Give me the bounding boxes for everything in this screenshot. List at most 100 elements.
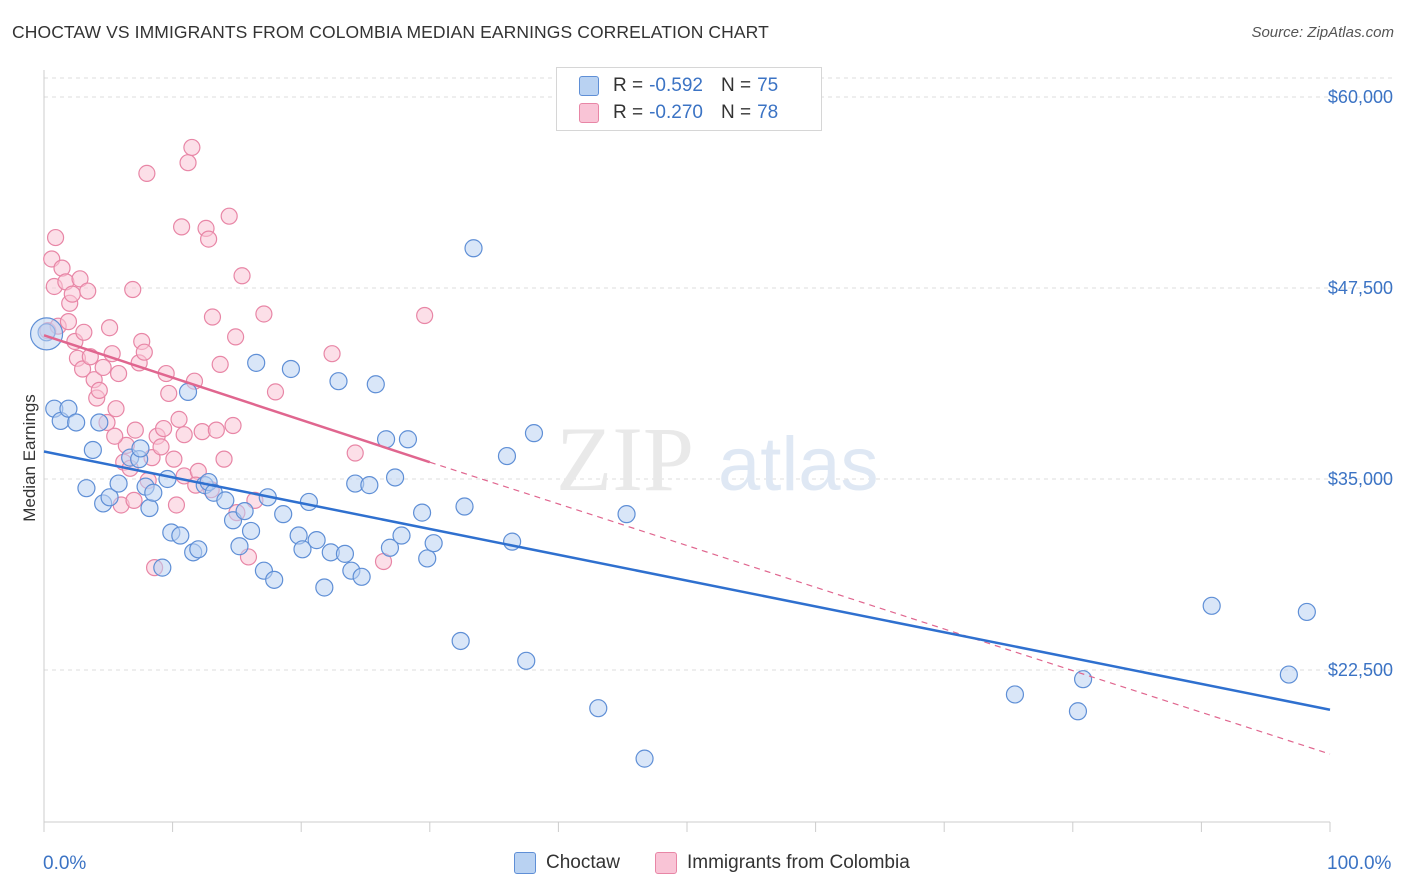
stats-legend: R = -0.592 N = 75 R = -0.270 N = 78 xyxy=(556,67,822,131)
watermark: ZIP atlas xyxy=(556,408,879,510)
axes xyxy=(43,70,1331,832)
choctaw-point xyxy=(281,359,301,379)
choctaw-point xyxy=(1297,602,1316,622)
colombia-points xyxy=(39,138,434,577)
legend-r-label: R = xyxy=(613,75,644,96)
choctaw-point xyxy=(418,549,437,568)
colombia-point xyxy=(46,228,65,247)
choctaw-point xyxy=(360,476,379,495)
colombia-point xyxy=(152,438,170,456)
choctaw-point xyxy=(392,526,411,545)
choctaw-point xyxy=(412,503,432,522)
legend-item-colombia: Immigrants from Colombia xyxy=(655,852,910,874)
choctaw-point xyxy=(140,498,159,518)
legend-swatch-colombia xyxy=(655,852,677,874)
legend-row-colombia: R = -0.270 N = 78 xyxy=(579,100,778,126)
colombia-point xyxy=(203,308,222,326)
y-axis-label: Median Earnings xyxy=(20,394,39,522)
colombia-point xyxy=(255,305,273,323)
choctaw-point xyxy=(1005,685,1025,704)
choctaw-point xyxy=(497,446,517,466)
colombia-point xyxy=(63,285,81,303)
colombia-point xyxy=(90,381,108,399)
choctaw-point xyxy=(90,413,109,432)
choctaw-point xyxy=(83,440,102,460)
colombia-point xyxy=(207,421,225,439)
choctaw-point xyxy=(299,492,319,512)
colombia-point xyxy=(73,360,92,378)
colombia-trend-extension xyxy=(429,461,1331,755)
choctaw-point xyxy=(230,537,249,556)
legend-n-label: N = xyxy=(720,102,752,123)
colombia-point xyxy=(193,423,211,441)
colombia-point xyxy=(71,270,89,288)
colombia-point xyxy=(227,328,245,346)
choctaw-point xyxy=(59,399,78,418)
choctaw-point xyxy=(265,570,284,589)
colombia-point xyxy=(109,364,128,383)
choctaw-point xyxy=(1068,702,1088,721)
choctaw-point xyxy=(589,699,608,718)
choctaw-point xyxy=(617,505,636,524)
colombia-point xyxy=(220,207,238,225)
gridlines xyxy=(44,77,1394,671)
legend-n-value: 78 xyxy=(757,102,779,123)
choctaw-point xyxy=(352,567,371,586)
colombia-point xyxy=(266,383,285,401)
colombia-point xyxy=(173,218,191,236)
chart-title: CHOCTAW VS IMMIGRANTS FROM COLOMBIA MEDI… xyxy=(12,22,769,42)
choctaw-point xyxy=(274,505,293,524)
choctaw-point xyxy=(189,540,208,559)
x-tick-label-min: 0.0% xyxy=(43,853,87,874)
choctaw-point xyxy=(158,469,177,489)
colombia-point xyxy=(100,319,119,337)
choctaw-point xyxy=(216,491,235,510)
choctaw-point xyxy=(131,439,150,458)
choctaw-point xyxy=(451,631,470,651)
y-tick-label: $60,000 xyxy=(1328,87,1393,107)
legend-swatch-choctaw xyxy=(579,76,599,96)
choctaw-point xyxy=(100,488,119,507)
choctaw-point xyxy=(153,558,172,577)
colombia-point xyxy=(167,496,186,514)
choctaw-point xyxy=(1073,670,1093,689)
colombia-point xyxy=(224,416,242,435)
colombia-point xyxy=(107,400,125,418)
legend-r-value: -0.592 xyxy=(649,75,703,96)
legend-r-value: -0.270 xyxy=(649,102,703,123)
colombia-point xyxy=(124,280,142,299)
legend-label-colombia: Immigrants from Colombia xyxy=(687,852,910,873)
choctaw-point xyxy=(635,749,654,768)
colombia-point xyxy=(125,491,143,509)
y-tick-label: $47,500 xyxy=(1328,278,1393,298)
legend-item-choctaw: Choctaw xyxy=(514,852,620,874)
colombia-point xyxy=(79,282,97,300)
choctaw-point xyxy=(524,424,544,443)
legend-row-choctaw: R = -0.592 N = 75 xyxy=(579,73,778,99)
source-label: Source: ZipAtlas.com xyxy=(1251,24,1394,41)
colombia-point xyxy=(179,154,197,172)
choctaw-point xyxy=(67,413,86,432)
legend-swatch-colombia xyxy=(579,103,599,123)
legend-swatch-choctaw xyxy=(514,852,536,874)
choctaw-point xyxy=(385,468,405,487)
choctaw-point xyxy=(329,372,348,391)
choctaw-point xyxy=(315,578,334,597)
choctaw-point xyxy=(77,479,96,498)
colombia-point xyxy=(416,306,434,325)
watermark-zip: ZIP xyxy=(556,408,694,510)
colombia-point xyxy=(75,323,93,341)
x-tick-label-max: 100.0% xyxy=(1327,853,1392,874)
choctaw-trend-line xyxy=(43,450,1331,711)
colombia-point xyxy=(165,450,183,468)
y-tick-labels: $22,500 $35,000 $47,500 $60,000 xyxy=(1328,87,1393,680)
choctaw-point xyxy=(293,540,312,559)
choctaw-point xyxy=(171,526,190,545)
watermark-atlas: atlas xyxy=(718,422,879,507)
y-tick-label: $22,500 xyxy=(1328,660,1393,680)
series-legend: Choctaw Immigrants from Colombia xyxy=(0,852,1406,878)
choctaw-points xyxy=(29,239,1316,768)
choctaw-point xyxy=(307,531,326,550)
choctaw-point xyxy=(247,353,266,372)
